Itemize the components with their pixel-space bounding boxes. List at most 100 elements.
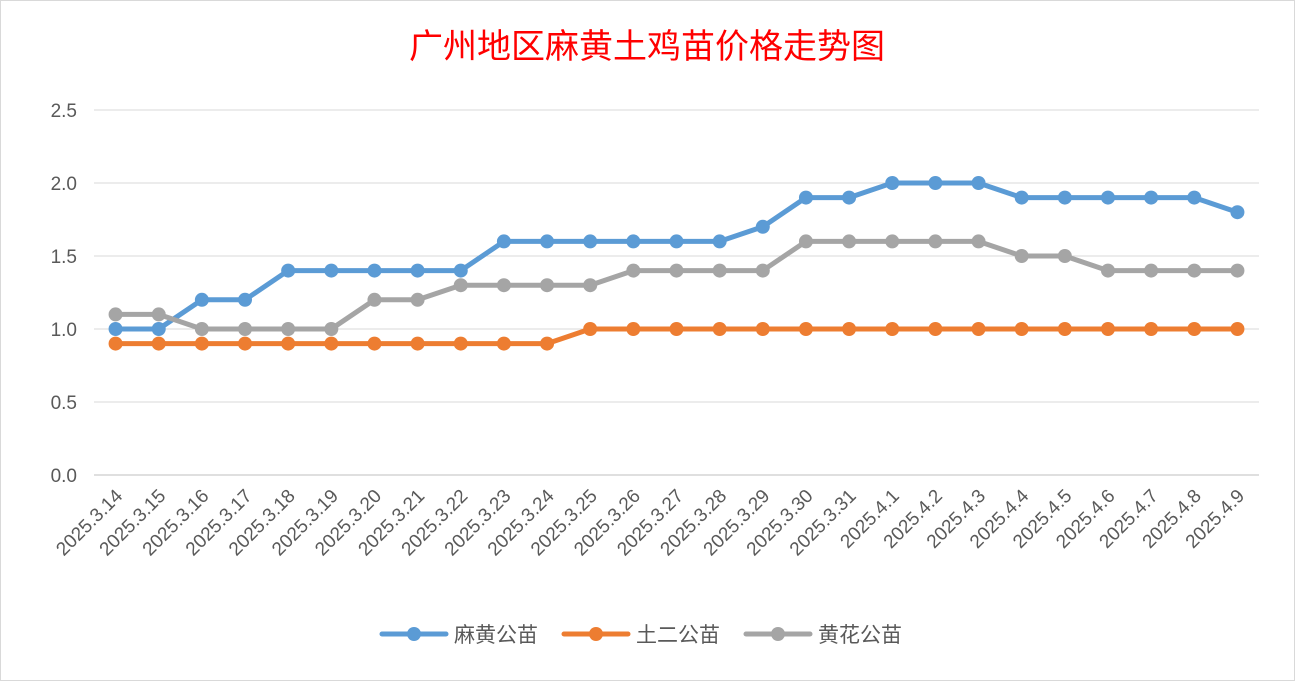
- data-point: [324, 263, 339, 278]
- data-point: [885, 234, 900, 249]
- data-point: [626, 234, 641, 249]
- data-point: [842, 322, 857, 336]
- data-point: [453, 263, 468, 278]
- data-point: [496, 234, 511, 249]
- data-point: [712, 322, 727, 336]
- data-point: [194, 322, 209, 336]
- data-point: [367, 263, 382, 278]
- data-point: [281, 336, 296, 351]
- data-point: [496, 336, 511, 351]
- y-tick-label: 2.5: [51, 101, 77, 122]
- data-point: [1230, 263, 1245, 278]
- data-point: [1057, 190, 1072, 205]
- data-point: [712, 263, 727, 278]
- legend-label: 麻黄公苗: [454, 623, 538, 647]
- data-point: [151, 322, 166, 336]
- data-point: [842, 190, 857, 205]
- data-point: [194, 336, 209, 351]
- data-point: [367, 336, 382, 351]
- data-point: [1187, 322, 1202, 336]
- data-point: [151, 336, 166, 351]
- data-point: [410, 263, 425, 278]
- data-point: [971, 176, 986, 190]
- data-point: [1014, 322, 1029, 336]
- data-point: [1144, 263, 1159, 278]
- data-point: [798, 190, 813, 205]
- data-point: [928, 322, 943, 336]
- data-point: [1057, 322, 1072, 336]
- legend-swatch-marker: [589, 627, 603, 641]
- data-point: [583, 322, 598, 336]
- data-point: [583, 234, 598, 249]
- data-point: [928, 234, 943, 249]
- legend-label: 土二公苗: [636, 623, 720, 647]
- data-point: [842, 234, 857, 249]
- data-point: [453, 278, 468, 293]
- data-point: [410, 336, 425, 351]
- data-point: [755, 322, 770, 336]
- data-point: [151, 307, 166, 322]
- data-point: [324, 336, 339, 351]
- data-point: [540, 278, 555, 293]
- data-point: [669, 322, 684, 336]
- data-point: [410, 292, 425, 307]
- y-tick-label: 0.5: [51, 393, 77, 414]
- data-point: [1100, 190, 1115, 205]
- data-point: [238, 292, 253, 307]
- data-point: [540, 336, 555, 351]
- data-point: [1230, 322, 1245, 336]
- data-point: [669, 263, 684, 278]
- data-point: [194, 292, 209, 307]
- x-axis: 2025.3.142025.3.152025.3.162025.3.172025…: [52, 485, 1248, 560]
- data-point: [238, 336, 253, 351]
- data-point: [1144, 322, 1159, 336]
- data-point: [928, 176, 943, 190]
- data-point: [971, 234, 986, 249]
- data-point: [1057, 249, 1072, 263]
- data-point: [1014, 249, 1029, 263]
- data-point: [281, 322, 296, 336]
- data-point: [971, 322, 986, 336]
- data-point: [108, 322, 123, 336]
- data-point: [1144, 190, 1159, 205]
- data-point: [108, 336, 123, 351]
- data-point: [1230, 205, 1245, 220]
- data-point: [885, 322, 900, 336]
- data-point: [1187, 263, 1202, 278]
- chart-title: 广州地区麻黄土鸡苗价格走势图: [409, 27, 885, 67]
- data-point: [324, 322, 339, 336]
- data-point: [626, 322, 641, 336]
- legend-swatch-marker: [407, 627, 421, 641]
- data-point: [669, 234, 684, 249]
- legend-swatch-marker: [771, 627, 785, 641]
- data-point: [712, 234, 727, 249]
- data-point: [540, 234, 555, 249]
- y-tick-label: 2.0: [51, 174, 77, 195]
- data-point: [583, 278, 598, 293]
- data-point: [238, 322, 253, 336]
- data-point: [1187, 190, 1202, 205]
- data-point: [367, 292, 382, 307]
- data-point: [1014, 190, 1029, 205]
- gridlines: [94, 109, 1259, 476]
- y-tick-label: 1.5: [51, 247, 77, 268]
- data-point: [1100, 263, 1115, 278]
- y-tick-label: 1.0: [51, 320, 77, 341]
- series-group: [108, 176, 1245, 351]
- data-point: [798, 234, 813, 249]
- data-point: [755, 263, 770, 278]
- data-point: [626, 263, 641, 278]
- data-point: [798, 322, 813, 336]
- legend: 麻黄公苗 土二公苗 黄花公苗: [379, 623, 902, 647]
- y-tick-label: 0.0: [51, 466, 77, 487]
- data-point: [885, 176, 900, 190]
- data-point: [755, 219, 770, 234]
- data-point: [453, 336, 468, 351]
- data-point: [281, 263, 296, 278]
- data-point: [1100, 322, 1115, 336]
- data-point: [496, 278, 511, 293]
- y-axis: 0.0 0.5 1.0 1.5 2.0 2.5: [51, 101, 77, 487]
- legend-label: 黄花公苗: [818, 623, 902, 647]
